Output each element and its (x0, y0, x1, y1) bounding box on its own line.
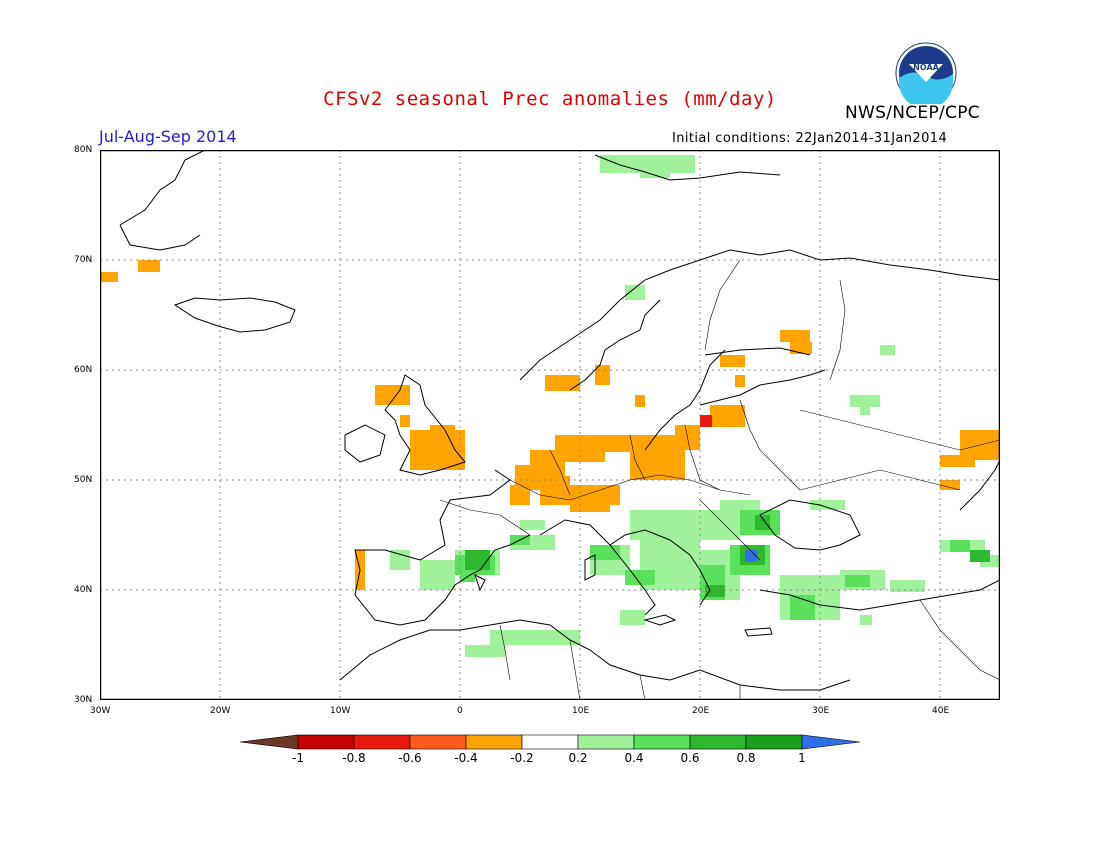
color-legend: -1 -0.8 -0.6 -0.4 -0.2 0.2 0.4 0.6 0.8 1 (240, 734, 861, 765)
legend-swatch (521, 734, 579, 750)
legend-swatch (633, 734, 691, 750)
map-title: CFSv2 seasonal Prec anomalies (mm/day) (323, 88, 777, 110)
lon-label-10e: 10E (572, 706, 590, 716)
lat-label-80n: 80N (74, 145, 93, 155)
legend-swatch (353, 734, 411, 750)
legend-label: -0.8 (342, 751, 365, 765)
legend-swatch (689, 734, 747, 750)
lon-label-40e: 40E (932, 706, 950, 716)
legend-swatch (745, 734, 803, 750)
season-label: Jul-Aug-Sep 2014 (99, 127, 237, 146)
legend-swatch (465, 734, 523, 750)
lat-label-40n: 40N (74, 585, 93, 595)
legend-label: 0.8 (736, 751, 755, 765)
lat-label-60n: 60N (74, 365, 93, 375)
legend-label: -0.4 (454, 751, 477, 765)
lat-label-70n: 70N (74, 255, 93, 265)
precip-anomaly-map (100, 150, 1000, 700)
lon-label-20e: 20E (692, 706, 710, 716)
org-label: NWS/NCEP/CPC (845, 103, 980, 123)
graticule (100, 150, 1000, 700)
legend-swatch (409, 734, 467, 750)
legend-label: 1 (798, 751, 806, 765)
lon-label-20w: 20W (210, 706, 231, 716)
lat-label-50n: 50N (74, 475, 93, 485)
initial-conditions-label: Initial conditions: 22Jan2014-31Jan2014 (672, 131, 948, 146)
noaa-logo-icon: NOAA (895, 42, 957, 104)
lon-label-10w: 10W (330, 706, 351, 716)
max-wet-anomalies (745, 550, 757, 562)
legend-arrow-low (240, 734, 299, 750)
lat-label-30n: 30N (74, 695, 93, 705)
lon-label-30w: 30W (90, 706, 111, 716)
legend-label: -0.6 (398, 751, 421, 765)
country-borders (439, 259, 1000, 700)
coastlines (119, 150, 1000, 691)
legend-swatch (297, 734, 355, 750)
legend-swatch (577, 734, 635, 750)
legend-label: 0.4 (624, 751, 643, 765)
lon-label-30e: 30E (812, 706, 830, 716)
legend-label: -1 (292, 751, 304, 765)
strong-dry-anomalies (700, 415, 712, 427)
logo-text: NOAA (913, 63, 939, 72)
legend-arrow-high (801, 734, 861, 750)
legend-label: 0.2 (568, 751, 587, 765)
legend-label: 0.6 (680, 751, 699, 765)
lon-label-0: 0 (457, 706, 463, 716)
legend-label: -0.2 (510, 751, 533, 765)
